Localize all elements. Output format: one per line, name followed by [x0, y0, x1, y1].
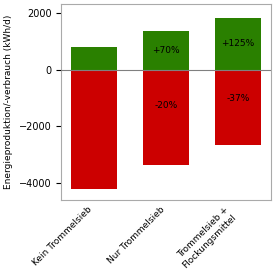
- Bar: [214, 18, 261, 70]
- Text: -37%: -37%: [226, 94, 250, 103]
- Text: -20%: -20%: [154, 101, 178, 110]
- Text: +125%: +125%: [221, 39, 255, 48]
- Bar: [143, 70, 189, 165]
- Bar: [143, 31, 189, 70]
- Bar: [214, 70, 261, 145]
- Text: +70%: +70%: [152, 46, 180, 55]
- Y-axis label: Energieproduktion/-verbrauch (kWh/d): Energieproduktion/-verbrauch (kWh/d): [4, 15, 13, 189]
- Bar: [71, 47, 117, 70]
- Bar: [71, 70, 117, 189]
